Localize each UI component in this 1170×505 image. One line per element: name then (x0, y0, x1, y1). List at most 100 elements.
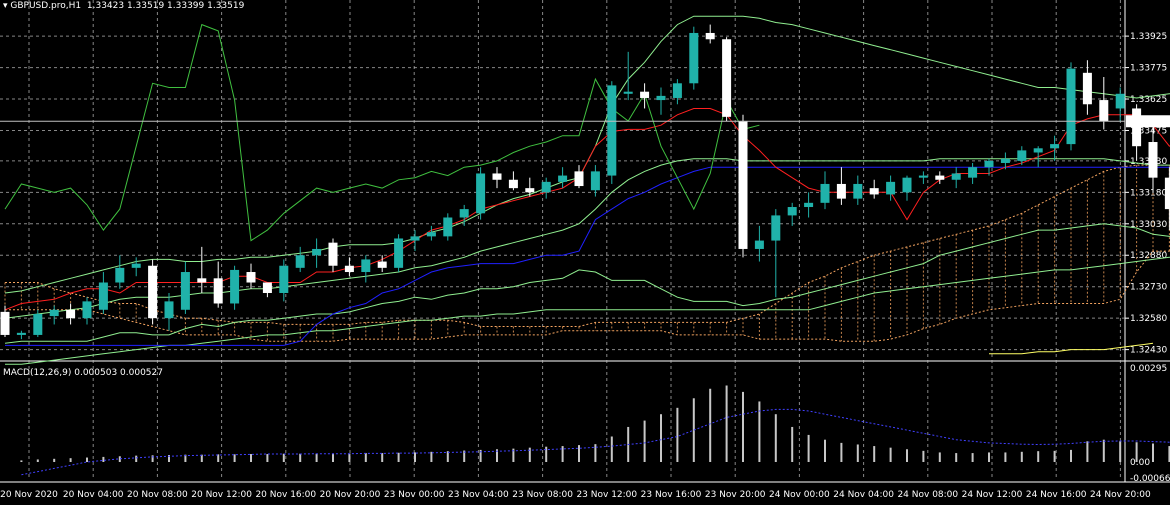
y-tick-label: 1.32730 (1130, 283, 1167, 293)
y-tick-label: 1.33775 (1130, 64, 1167, 74)
candle-body (607, 85, 617, 176)
x-tick-label: 20 Nov 08:00 (127, 490, 188, 500)
y-tick-label: 1.32880 (1130, 251, 1167, 261)
candle-body (1115, 93, 1125, 109)
macd-header: MACD(12,26,9) 0.000503 0.000527 (3, 368, 163, 378)
candle-body (935, 175, 945, 180)
candle-body (328, 242, 338, 266)
x-tick-label: 24 Nov 00:00 (769, 490, 830, 500)
candle-body (1082, 72, 1092, 105)
header-arrow-icon: ▾ (3, 1, 11, 11)
candle-body (656, 95, 666, 101)
candle-body (804, 202, 814, 208)
symbol-label: GBPUSD.pro,H1 (10, 1, 82, 11)
macd-tick-label: -0.000663 (1130, 474, 1170, 484)
candle-body (476, 173, 486, 214)
candle-body (426, 232, 436, 237)
x-tick-label: 24 Nov 12:00 (962, 490, 1023, 500)
upper-band-line (4, 15, 1170, 294)
candle-body (1148, 142, 1158, 178)
candle-body (541, 181, 551, 193)
candle-body (968, 167, 978, 178)
candle-body (262, 282, 272, 293)
x-tick-label: 23 Nov 20:00 (705, 490, 766, 500)
candle-body (1099, 100, 1109, 122)
candle-body (246, 272, 256, 283)
candle-body (672, 83, 682, 98)
candle-body (853, 183, 863, 199)
candle-body (787, 207, 797, 216)
candle-body (1050, 144, 1060, 149)
x-tick-label: 23 Nov 00:00 (384, 490, 445, 500)
y-tick-label: 1.33625 (1130, 95, 1167, 105)
candle-body (279, 265, 289, 293)
candle-body (213, 278, 223, 304)
candle-body (164, 301, 174, 319)
x-tick-label: 23 Nov 04:00 (448, 490, 509, 500)
y-tick-label: 1.33180 (1130, 188, 1167, 198)
candle-body (361, 259, 371, 273)
cloud-span-a (5, 164, 1170, 327)
candle-body (443, 217, 453, 237)
candle-body (984, 160, 994, 168)
kijun-line (5, 166, 1170, 346)
price-tag-label: 1.33519 (1130, 117, 1167, 127)
candle-body (1164, 177, 1170, 210)
candle-body (82, 301, 92, 319)
candle-body (820, 183, 830, 203)
candle-body (771, 215, 781, 241)
macd-tick-label: 0.00295 (1130, 364, 1167, 374)
candle-body (49, 309, 59, 317)
x-tick-label: 23 Nov 12:00 (576, 490, 637, 500)
candle-body (836, 183, 846, 199)
candle-body (1033, 148, 1043, 153)
candle-body (230, 269, 240, 304)
x-tick-label: 20 Nov 12:00 (191, 490, 252, 500)
candle-body (492, 173, 502, 180)
macd-tick-label: 0.00 (1130, 458, 1150, 468)
y-tick-label: 1.33925 (1130, 32, 1167, 42)
candle-body (590, 171, 600, 191)
middle-band-line (4, 158, 1170, 319)
candle-body (377, 261, 387, 268)
x-tick-label: 24 Nov 08:00 (897, 490, 958, 500)
macd-signal-line (21, 408, 1170, 476)
candle-body (312, 248, 322, 256)
candle-body (558, 175, 568, 182)
candle-body (394, 238, 404, 268)
candle-body (0, 311, 10, 335)
candle-body (1132, 108, 1142, 147)
candle-body (66, 309, 76, 319)
candle-body (705, 32, 715, 40)
y-tick-label: 1.32580 (1130, 314, 1167, 324)
candle-body (131, 263, 141, 268)
candle-body (525, 188, 535, 193)
candle-body (640, 91, 650, 98)
candle-body (1066, 68, 1076, 145)
candle-body (869, 188, 879, 195)
x-tick-label: 20 Nov 16:00 (255, 490, 316, 500)
yellow-line (989, 342, 1154, 355)
x-tick-label: 24 Nov 16:00 (1026, 490, 1087, 500)
macd-name: MACD(12,26,9) (3, 368, 72, 378)
candle-body (295, 255, 305, 268)
x-tick-label: 24 Nov 20:00 (1090, 490, 1151, 500)
candle-body (148, 265, 158, 319)
candle-body (738, 121, 748, 249)
candle-body (98, 282, 108, 310)
cloud-span-b (5, 250, 1170, 342)
lower-band-2-line (5, 256, 1170, 365)
price-tag-bg (1126, 115, 1170, 128)
candle-body (197, 278, 207, 283)
candle-body (508, 179, 518, 189)
ohlc-values: 1.33423 1.33519 1.33399 1.33519 (86, 1, 245, 11)
chart-header: ▾ GBPUSD.pro,H1 1.33423 1.33519 1.33399 … (3, 1, 244, 11)
candle-body (1017, 150, 1027, 161)
lower-band-line (4, 223, 1170, 344)
candle-body (574, 171, 584, 187)
candle-body (623, 91, 633, 94)
y-tick-label: 1.32430 (1130, 346, 1167, 356)
candle-body (722, 39, 732, 117)
